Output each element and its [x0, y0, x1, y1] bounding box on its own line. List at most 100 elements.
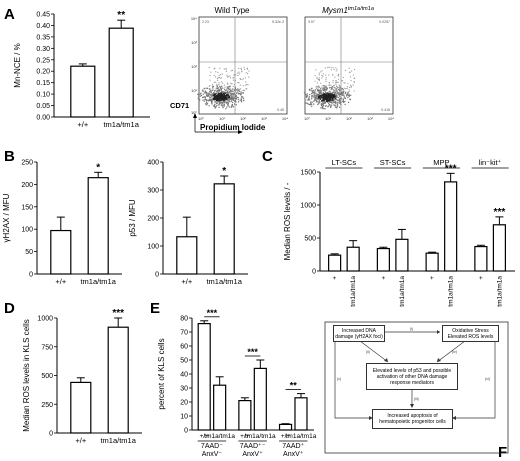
flow-event-dot — [322, 102, 325, 104]
flow-event-dot — [336, 99, 339, 101]
flow-event-dot — [320, 97, 322, 100]
flow-ytick-1: 10¹ — [191, 88, 197, 93]
group-label: 7AAD⁺⁻ — [240, 442, 266, 450]
flow-mut-xtick-2: 10² — [346, 116, 352, 121]
flow-event-dot — [228, 97, 230, 100]
flow-event-dot — [237, 89, 239, 91]
flow-event-dot — [202, 96, 205, 99]
flow-event-dot — [213, 94, 216, 96]
flow-event-dot — [209, 94, 211, 96]
y-axis-label: Median ROS levels / - — [283, 182, 292, 260]
flow-event-dot — [329, 95, 331, 97]
significance-mark: * — [222, 166, 226, 177]
flow-event-dot — [245, 72, 247, 74]
flow-event-dot — [316, 90, 319, 92]
flow-event-dot — [230, 100, 232, 103]
panel-letter-d: D — [4, 300, 15, 317]
y-tick-label: 20 — [180, 400, 188, 407]
flow-event-dot — [331, 95, 334, 97]
arrow-label-ii: (ii) — [366, 350, 370, 354]
flow-mut-title: Mysm1tm1a/tm1a — [322, 6, 374, 15]
flow-event-dot — [316, 82, 319, 84]
y-tick-label: 400 — [147, 160, 159, 167]
flow-event-dot — [217, 87, 219, 89]
flow-event-dot — [308, 97, 310, 100]
flow-event-dot — [323, 99, 325, 102]
flow-event-dot — [220, 89, 222, 91]
flow-mut-xtick-0: 10⁰ — [304, 116, 310, 121]
flow-event-dot — [326, 100, 329, 102]
y-tick-label: 10 — [180, 414, 188, 421]
flow-event-dot — [330, 86, 332, 89]
flow-event-dot — [335, 89, 338, 91]
flow-event-dot — [331, 88, 333, 91]
flow-event-dot — [204, 103, 207, 105]
y-tick-label: 100 — [21, 227, 33, 234]
flow-event-dot — [328, 101, 331, 103]
x-tick-label: tm1a/tm1a — [286, 433, 317, 440]
flow-event-dot — [322, 92, 325, 94]
x-tick-label: +/+ — [75, 436, 86, 445]
flow-event-dot — [318, 72, 320, 74]
flow-event-dot — [353, 90, 355, 92]
flow-event-dot — [325, 91, 327, 94]
flow-event-dot — [332, 79, 334, 82]
y-axis-label: Median ROS levels in KLS cells — [22, 319, 31, 432]
flow-event-dot — [339, 91, 341, 93]
arrow-label-iv: (iv) — [452, 350, 457, 354]
flow-event-dot — [224, 86, 226, 88]
flow-event-dot — [314, 96, 316, 99]
flow-event-dot — [235, 90, 237, 92]
flow-event-dot — [340, 89, 342, 91]
y-tick-label: 0 — [312, 269, 316, 276]
group-label: 7AAD⁺ — [282, 442, 304, 450]
flow-event-dot — [226, 93, 228, 96]
flow-event-dot — [347, 91, 349, 93]
flow-event-dot — [214, 101, 216, 103]
flow-event-dot — [309, 93, 311, 96]
flow-event-dot — [221, 93, 224, 96]
flow-event-dot — [206, 87, 209, 90]
flow-event-dot — [311, 95, 314, 97]
flow-event-dot — [229, 93, 232, 95]
flow-event-dot — [226, 74, 228, 76]
y-tick-label: 0 — [49, 431, 53, 438]
flow-event-dot — [335, 94, 337, 96]
flow-event-dot — [313, 92, 316, 94]
flow-event-dot — [216, 84, 218, 86]
flow-event-dot — [237, 72, 239, 74]
flow-event-dot — [220, 86, 222, 88]
flow-event-dot — [347, 82, 349, 85]
y-tick-label: 1500 — [300, 170, 316, 177]
flow-event-dot — [346, 87, 348, 90]
flow-event-dot — [312, 103, 315, 105]
flow-event-dot — [324, 97, 326, 99]
flow-event-dot — [344, 103, 346, 106]
flow-event-dot — [234, 87, 237, 90]
flow-event-dot — [231, 88, 233, 90]
flow-event-dot — [336, 91, 338, 93]
flow-event-dot — [211, 103, 213, 105]
flow-event-dot — [336, 68, 338, 70]
flow-event-dot — [214, 89, 216, 92]
flow-event-dot — [332, 74, 334, 76]
arrow-label-v: (v) — [337, 377, 341, 381]
flow-event-dot — [322, 90, 324, 92]
flow-event-dot — [320, 94, 322, 97]
flow-mut-q1: 3.97 — [308, 20, 315, 24]
flow-event-dot — [339, 93, 341, 95]
flow-event-dot — [350, 86, 352, 88]
y-tick-label: 40 — [180, 372, 188, 379]
flow-event-dot — [315, 97, 318, 99]
flow-event-dot — [216, 97, 218, 99]
y-tick-label: 250 — [21, 160, 33, 167]
flow-event-dot — [205, 99, 208, 101]
flow-event-dot — [335, 104, 337, 106]
flow-event-dot — [215, 102, 218, 105]
flow-event-dot — [325, 77, 327, 79]
flow-event-dot — [198, 95, 200, 98]
chart-d: 0 250 500 750 1000 Median ROS levels in KLS c… — [22, 308, 142, 445]
flow-event-dot — [318, 91, 320, 93]
flow-event-dot — [198, 97, 200, 99]
flow-event-dot — [334, 100, 337, 103]
